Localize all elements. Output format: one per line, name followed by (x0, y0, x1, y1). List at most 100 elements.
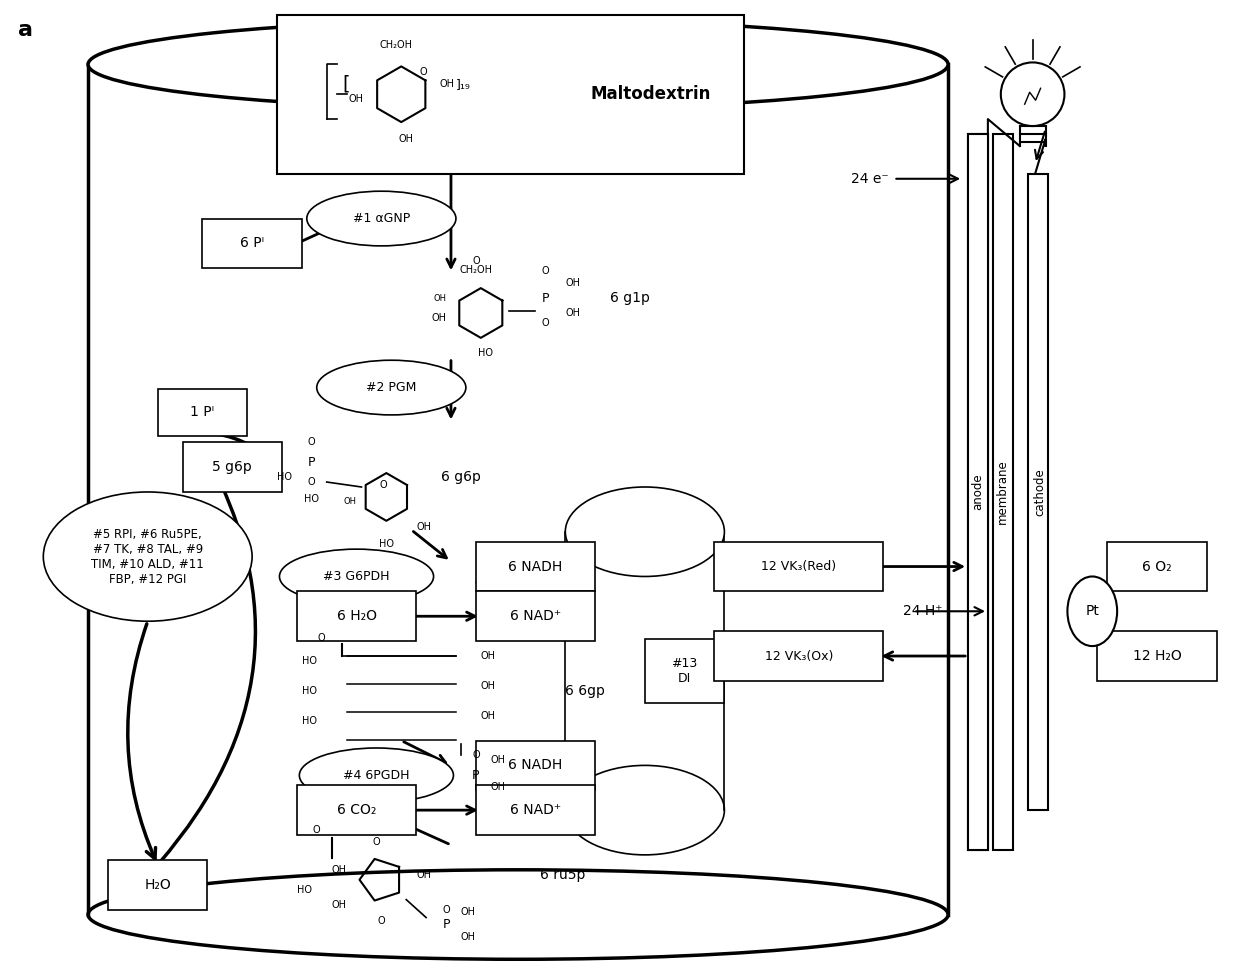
Text: membrane: membrane (996, 460, 1009, 524)
FancyBboxPatch shape (645, 639, 724, 704)
Text: OH: OH (331, 900, 346, 910)
Text: OH: OH (331, 865, 346, 875)
FancyBboxPatch shape (476, 591, 595, 642)
FancyBboxPatch shape (296, 785, 417, 835)
Text: HO: HO (301, 715, 316, 726)
Text: 6 g6p: 6 g6p (441, 470, 481, 484)
Text: #3 G6PDH: #3 G6PDH (324, 570, 389, 583)
Ellipse shape (299, 748, 454, 803)
FancyBboxPatch shape (476, 785, 595, 835)
Text: HO: HO (301, 686, 316, 696)
Text: O: O (542, 318, 549, 328)
Ellipse shape (43, 492, 252, 621)
FancyBboxPatch shape (1097, 631, 1216, 680)
Text: 6 NAD⁺: 6 NAD⁺ (510, 609, 560, 623)
Text: CH₂OH: CH₂OH (459, 265, 492, 275)
Text: 6 Pᴵ: 6 Pᴵ (241, 236, 264, 251)
Text: O: O (379, 480, 387, 490)
Text: CH₂OH: CH₂OH (379, 40, 413, 50)
Text: ]₁₉: ]₁₉ (456, 78, 471, 90)
Text: HO: HO (379, 538, 394, 549)
Text: OH: OH (439, 80, 454, 89)
FancyBboxPatch shape (476, 741, 595, 790)
Polygon shape (968, 134, 988, 850)
Text: 12 VK₃(Ox): 12 VK₃(Ox) (765, 649, 833, 663)
Ellipse shape (279, 549, 434, 604)
Text: Maltodextrin: Maltodextrin (590, 86, 711, 103)
Text: P: P (308, 456, 315, 469)
Polygon shape (993, 134, 1013, 850)
Text: 24 H⁺: 24 H⁺ (904, 605, 942, 618)
Ellipse shape (1068, 576, 1117, 646)
Ellipse shape (306, 191, 456, 246)
Text: O: O (472, 750, 480, 760)
Text: OH: OH (491, 755, 506, 765)
Circle shape (1001, 62, 1064, 126)
Text: #2 PGM: #2 PGM (366, 381, 417, 394)
Text: OH: OH (417, 870, 432, 880)
Polygon shape (1028, 174, 1048, 810)
Ellipse shape (88, 19, 949, 109)
FancyBboxPatch shape (968, 134, 988, 850)
Text: O: O (377, 917, 386, 926)
Text: OH: OH (417, 522, 432, 532)
Text: OH: OH (481, 711, 496, 720)
Text: P: P (443, 918, 450, 931)
FancyArrowPatch shape (160, 453, 255, 863)
Text: #4 6PGDH: #4 6PGDH (343, 769, 409, 781)
FancyBboxPatch shape (1107, 541, 1207, 591)
Text: #5 RPI, #6 Ru5PE,
#7 TK, #8 TAL, #9
TIM, #10 ALD, #11
FBP, #12 PGI: #5 RPI, #6 Ru5PE, #7 TK, #8 TAL, #9 TIM,… (92, 528, 205, 585)
Text: O: O (372, 837, 381, 847)
Text: Pt: Pt (1085, 605, 1099, 618)
Text: 6 H₂O: 6 H₂O (336, 609, 377, 623)
Text: O: O (312, 825, 321, 835)
Ellipse shape (88, 870, 949, 959)
Text: #13
DI: #13 DI (672, 657, 698, 685)
Text: HO: HO (277, 472, 291, 482)
Text: O: O (308, 437, 316, 447)
Text: #1 αGNP: #1 αGNP (352, 212, 410, 226)
Text: O: O (419, 67, 427, 78)
Text: OH: OH (399, 134, 414, 144)
Text: O: O (317, 633, 326, 643)
Text: 6 6gp: 6 6gp (565, 684, 605, 698)
Text: OH: OH (565, 308, 580, 318)
Text: a: a (19, 19, 33, 40)
Text: OH: OH (433, 294, 446, 302)
FancyBboxPatch shape (277, 15, 744, 174)
Text: OH: OH (343, 498, 357, 506)
FancyBboxPatch shape (714, 541, 883, 591)
Text: 5 g6p: 5 g6p (212, 460, 252, 474)
Text: 6 NADH: 6 NADH (508, 758, 563, 773)
Text: OH: OH (565, 278, 580, 288)
Text: 24 e⁻: 24 e⁻ (851, 172, 888, 186)
FancyArrowPatch shape (185, 459, 195, 489)
Text: 6 O₂: 6 O₂ (1142, 560, 1172, 573)
FancyBboxPatch shape (182, 442, 281, 492)
Text: 12 VK₃(Red): 12 VK₃(Red) (761, 560, 837, 573)
Text: 6 g1p: 6 g1p (610, 291, 650, 305)
FancyBboxPatch shape (202, 219, 301, 268)
Text: HO: HO (296, 885, 311, 894)
FancyBboxPatch shape (296, 591, 417, 642)
FancyArrowPatch shape (128, 624, 155, 858)
Text: OH: OH (481, 680, 496, 691)
Text: cathode: cathode (1034, 469, 1047, 516)
Text: P: P (472, 769, 480, 781)
Text: OH: OH (461, 907, 476, 917)
Text: HO: HO (301, 656, 316, 666)
FancyBboxPatch shape (714, 631, 883, 680)
Text: OH: OH (491, 782, 506, 792)
Ellipse shape (565, 765, 724, 855)
Text: H₂O: H₂O (144, 878, 171, 891)
Text: P: P (542, 292, 549, 304)
FancyBboxPatch shape (157, 389, 247, 436)
Text: OH: OH (481, 651, 496, 661)
Text: 6 NAD⁺: 6 NAD⁺ (510, 803, 560, 817)
Text: 6 CO₂: 6 CO₂ (337, 803, 376, 817)
Text: anode: anode (971, 473, 985, 510)
Text: O: O (542, 266, 549, 276)
Text: HO: HO (304, 494, 319, 503)
Text: 6 ru5p: 6 ru5p (541, 868, 585, 882)
Text: OH: OH (432, 313, 446, 323)
